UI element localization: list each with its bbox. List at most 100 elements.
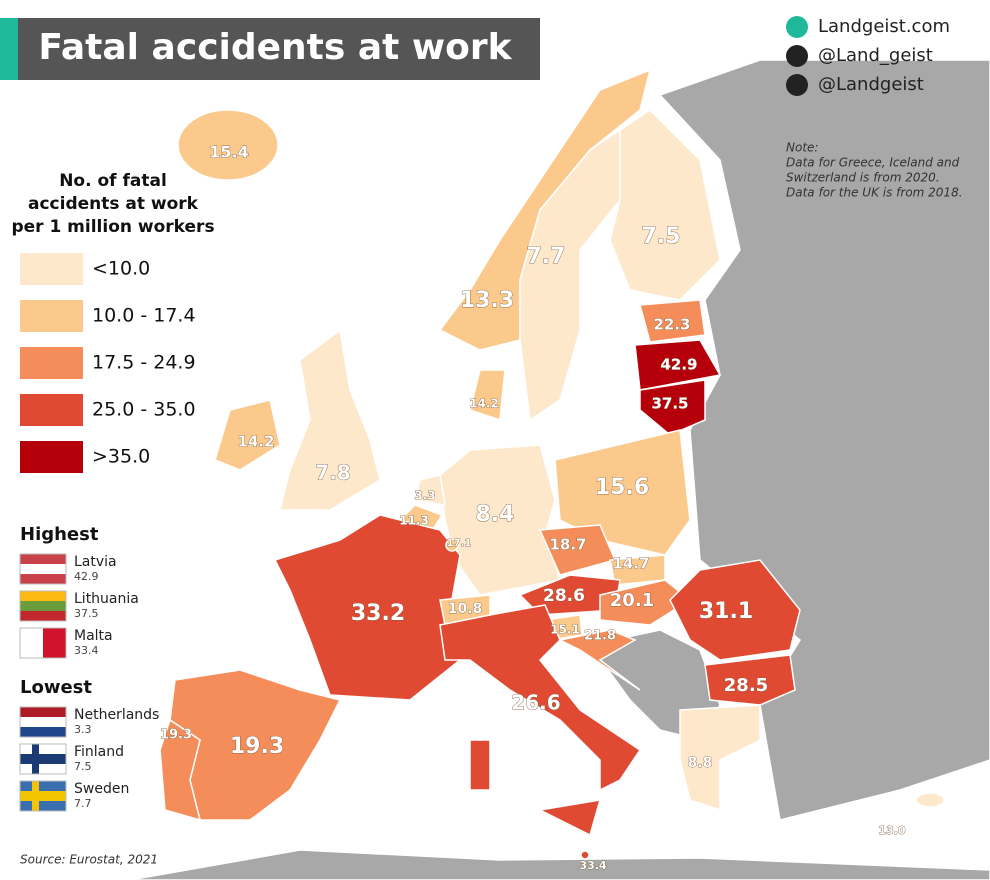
flag-stripe: [20, 801, 66, 811]
map-value-label: 7.5: [642, 224, 681, 249]
note-line: Note:: [786, 141, 818, 155]
map-value-label: 18.7: [549, 536, 586, 554]
map-value-label: 20.1: [610, 590, 654, 611]
extreme-name: Netherlands: [74, 707, 159, 723]
sardinia: [469, 739, 491, 791]
flag-stripe: [20, 727, 66, 737]
flag-stripe: [20, 754, 66, 764]
portugal: [159, 718, 202, 822]
flag-stripe: [20, 744, 66, 754]
title-box: [18, 18, 540, 80]
cyprus: [915, 792, 945, 808]
denmark: [469, 369, 506, 422]
flag-stripe: [20, 601, 66, 611]
legend-title: accidents at work: [28, 194, 199, 214]
social: Landgeist.com @Land_geist @Landgeist: [786, 16, 950, 96]
map-value-label: 7.7: [527, 244, 566, 269]
social-handle: @Land_geist: [818, 45, 933, 66]
greece: [679, 704, 761, 812]
map-value-label: 31.1: [699, 599, 753, 624]
croatia: [557, 629, 641, 691]
non-data-land: [658, 59, 990, 821]
malta: [580, 850, 590, 860]
legend-swatch: [20, 394, 83, 426]
note-line: Switzerland is from 2020.: [786, 171, 940, 185]
legend: No. of fatal accidents at work per 1 milli…: [11, 171, 215, 473]
uk: [279, 328, 381, 511]
map-value-label: 14.2: [237, 433, 274, 451]
social-handle: Landgeist.com: [818, 16, 950, 37]
luxembourg: [445, 538, 459, 552]
map-value-label: 8.8: [688, 755, 713, 771]
non-data-land: [129, 849, 990, 880]
legend-swatch: [20, 300, 83, 332]
finland: [609, 109, 721, 301]
extreme-value: 3.3: [74, 723, 92, 736]
map-value-label: 13.3: [460, 288, 514, 313]
note-line: Data for Greece, Iceland and: [786, 156, 960, 170]
netherlands: [414, 474, 446, 506]
bulgaria: [704, 654, 796, 706]
map-value-label: 15.4: [209, 143, 248, 162]
title: Fatal accidents at work: [38, 27, 512, 68]
map-labels: 15.4 7.7 7.5 13.3 22.3 42.9 37.5 14.2 14.2 7.8 3.3…: [160, 142, 907, 872]
map-value-label: 28.5: [724, 675, 768, 696]
flag-border: [19, 553, 67, 585]
map-value-label: 7.8: [315, 461, 350, 485]
extreme-value: 7.7: [74, 797, 92, 810]
legend-title: No. of fatal: [59, 171, 167, 191]
extreme-name: Latvia: [74, 554, 117, 570]
extreme-name: Sweden: [74, 781, 129, 797]
estonia: [639, 299, 706, 343]
romania: [669, 559, 801, 661]
iceland: [177, 109, 279, 181]
extreme-value: 42.9: [74, 570, 99, 583]
flag-stripe: [20, 554, 66, 564]
map-value-label: 37.5: [651, 395, 688, 413]
map-value-label: 33.2: [351, 601, 405, 626]
map-value-label: 13.0: [878, 824, 905, 837]
flag-border: [19, 780, 67, 812]
extreme-name: Finland: [74, 744, 124, 760]
legend-swatch: [20, 441, 83, 473]
map-value-label: 11.3: [399, 514, 429, 528]
flag-border: [19, 743, 67, 775]
flag-stripe: [20, 591, 66, 601]
italy: [439, 604, 642, 792]
map-value-label: 19.3: [230, 734, 284, 759]
map: [129, 59, 990, 880]
flag-stripe: [20, 717, 66, 727]
map-value-label: 8.4: [476, 502, 515, 527]
map-value-label: 15.1: [550, 623, 580, 637]
flag-cross: [32, 744, 39, 774]
legend-label: 25.0 - 35.0: [92, 399, 196, 421]
source: Source: Eurostat, 2021: [20, 853, 158, 867]
social-icon: [786, 45, 808, 67]
map-value-label: 26.6: [511, 691, 560, 715]
ireland: [214, 399, 281, 471]
extreme-value: 33.4: [74, 644, 99, 657]
legend-label: <10.0: [92, 258, 150, 280]
legend-label: >35.0: [92, 446, 150, 468]
flag-cross: [32, 781, 39, 811]
extreme-name: Lithuania: [74, 591, 139, 607]
flag-half: [43, 628, 66, 658]
map-value-label: 22.3: [653, 316, 690, 334]
map-value-label: 19.3: [160, 728, 192, 743]
note-line: Data for the UK is from 2018.: [786, 186, 963, 200]
map-value-label: 3.3: [414, 489, 435, 503]
legend-title: per 1 million workers: [11, 217, 214, 237]
social-handle: @Landgeist: [818, 74, 924, 95]
map-value-label: 14.7: [612, 555, 649, 573]
flag-border: [19, 627, 67, 659]
legend-swatch: [20, 253, 83, 285]
map-value-label: 15.6: [595, 475, 649, 500]
map-value-label: 17.1: [447, 538, 472, 549]
legend-label: 17.5 - 24.9: [92, 352, 196, 374]
extremes-title: Highest: [20, 524, 99, 545]
legend-label: 10.0 - 17.4: [92, 305, 196, 327]
social-icon: [786, 16, 808, 38]
map-value-label: 14.2: [469, 397, 499, 411]
